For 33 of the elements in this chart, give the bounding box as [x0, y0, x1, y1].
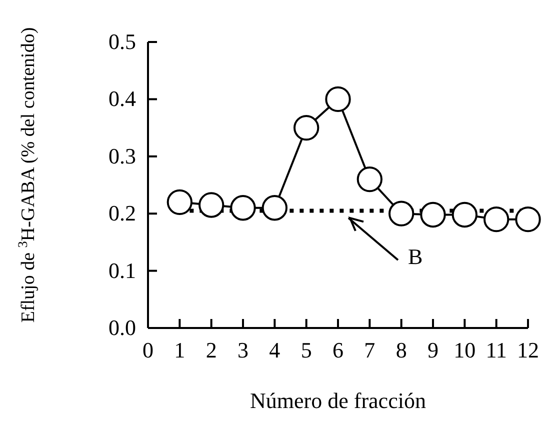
x-tick-label: 8: [396, 338, 407, 363]
annotation: B: [408, 244, 423, 269]
x-tick-label: 7: [364, 338, 376, 363]
x-tick-label: 6: [332, 338, 344, 363]
x-tick-label: 9: [428, 338, 438, 363]
point: [198, 192, 224, 218]
point: [515, 206, 541, 232]
y-tick-label: 0.1: [108, 258, 136, 283]
y-tick-label: 0.3: [108, 143, 136, 168]
point: [388, 200, 414, 226]
y-tick-label: 0.5: [108, 29, 136, 54]
point: [420, 202, 446, 228]
y-tick-label: 0.4: [108, 86, 136, 112]
point: [166, 189, 192, 215]
point: [484, 206, 510, 232]
y-tick-label: 0.0: [108, 315, 136, 340]
x-tick-label: 11: [486, 338, 507, 363]
point: [262, 195, 288, 221]
x-tick-label: 0: [142, 338, 154, 363]
x-tick-label: 2: [206, 338, 217, 363]
x-tick-label: 5: [300, 338, 312, 363]
x-axis-title: Número de fracción: [250, 388, 426, 413]
x-tick-label: 4: [269, 338, 280, 363]
point: [452, 202, 478, 228]
x-tick-label: 3: [238, 338, 248, 363]
x-tick-label: 10: [454, 338, 476, 363]
point: [325, 86, 351, 112]
x-tick-label: 12: [517, 338, 539, 363]
point: [356, 166, 382, 192]
x-tick-label: 1: [174, 338, 186, 363]
y-tick-label: 0.2: [108, 200, 136, 226]
point: [294, 114, 320, 141]
point: [230, 195, 256, 221]
